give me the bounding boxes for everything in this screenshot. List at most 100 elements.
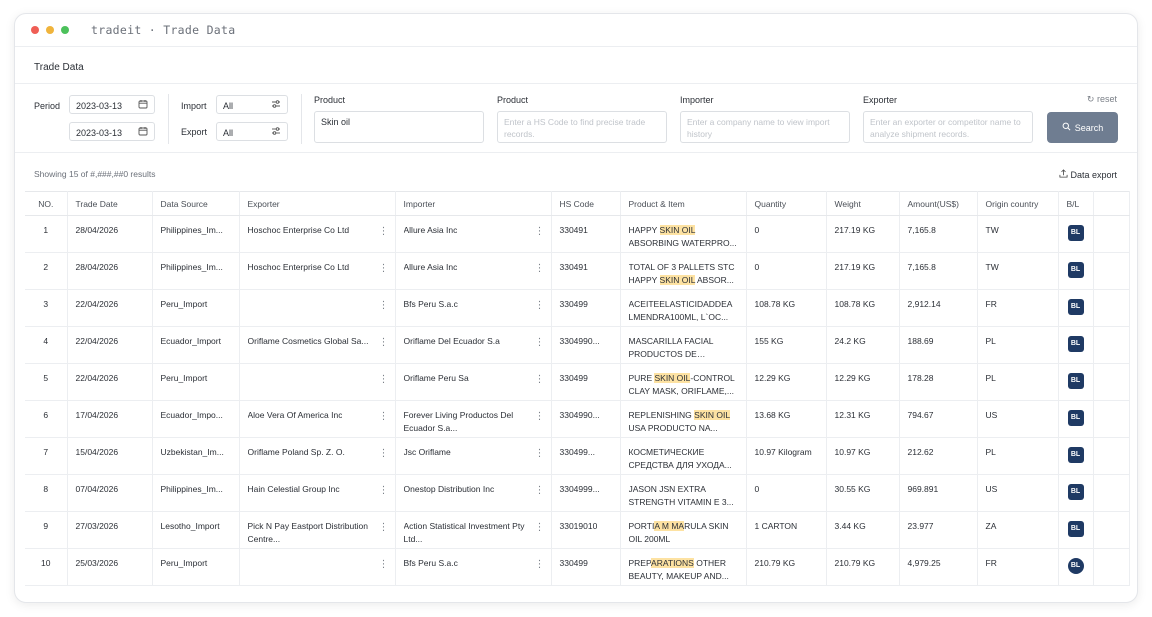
bl-badge[interactable]: BL <box>1067 262 1084 278</box>
reset-button[interactable]: ↻ reset <box>1087 94 1117 105</box>
column-header[interactable]: Weight <box>826 191 900 216</box>
column-header[interactable]: Origin country <box>977 191 1059 216</box>
hs-code-label: Product <box>497 95 529 105</box>
exporter-name[interactable]: Aloe Vera Of America Inc <box>247 410 343 420</box>
column-header[interactable]: Quantity <box>746 191 827 216</box>
bl-badge[interactable]: BL <box>1067 336 1084 352</box>
importer-name[interactable]: Jsc Oriflame <box>403 447 451 457</box>
exporter-cell: Hain Celestial Group Inc ⋮ <box>239 474 396 512</box>
bl-badge[interactable]: BL <box>1067 558 1084 574</box>
table-row[interactable]: 10 25/03/2026 Peru_Import ⋮ Bfs Peru S.a.c ⋮ 3… <box>25 548 1130 586</box>
column-header[interactable]: Exporter <box>239 191 396 216</box>
bl-badge[interactable]: BL <box>1067 225 1084 241</box>
maximize-window-dot[interactable] <box>61 26 69 34</box>
table-row[interactable]: 6 17/04/2026 Ecuador_Impo... Aloe Vera Of A… <box>25 400 1130 438</box>
kebab-icon[interactable]: ⋮ <box>534 263 545 274</box>
column-header[interactable]: NO. <box>25 191 68 216</box>
exporter-name[interactable]: Oriflame Poland Sp. Z. O. <box>247 447 345 457</box>
bl-badge[interactable]: BL <box>1067 521 1084 537</box>
column-header[interactable]: Importer <box>395 191 552 216</box>
empty-cell <box>1093 215 1130 253</box>
product-description: PREPARATIONS OTHER BEAUTY, MAKEUP AND... <box>629 557 738 582</box>
import-select[interactable]: All <box>216 95 288 114</box>
column-header[interactable]: Data Source <box>152 191 240 216</box>
minimize-window-dot[interactable] <box>46 26 54 34</box>
importer-name[interactable]: Allure Asia Inc <box>403 225 458 235</box>
kebab-icon[interactable]: ⋮ <box>378 559 389 570</box>
table-row[interactable]: 5 22/04/2026 Peru_Import ⋮ Oriflame Peru Sa ⋮… <box>25 363 1130 401</box>
data-export-button[interactable]: Data export <box>1059 169 1117 180</box>
kebab-icon[interactable]: ⋮ <box>534 559 545 570</box>
table-row[interactable]: 8 07/04/2026 Philippines_Im... Hain Celesti… <box>25 474 1130 512</box>
bl-badge[interactable]: BL <box>1067 299 1084 315</box>
kebab-icon[interactable]: ⋮ <box>534 448 545 459</box>
keyword-highlight: SKIN OIL <box>654 373 691 383</box>
kebab-icon[interactable]: ⋮ <box>534 337 545 348</box>
kebab-icon[interactable]: ⋮ <box>534 226 545 237</box>
exporter-name[interactable]: Hain Celestial Group Inc <box>247 484 340 494</box>
column-header[interactable]: B/L <box>1058 191 1094 216</box>
kebab-icon[interactable]: ⋮ <box>378 485 389 496</box>
table-row[interactable]: 1 28/04/2026 Philippines_Im... Hoschoc Ente… <box>25 215 1130 253</box>
column-header[interactable]: Trade Date <box>67 191 153 216</box>
importer-name[interactable]: Oriflame Peru Sa <box>403 373 469 383</box>
column-header[interactable]: Product & Item <box>620 191 747 216</box>
exporter-name[interactable]: Hoschoc Enterprise Co Ltd <box>247 262 350 272</box>
column-header[interactable]: HS Code <box>551 191 621 216</box>
importer-name[interactable]: Allure Asia Inc <box>403 262 458 272</box>
table-row[interactable]: 7 15/04/2026 Uzbekistan_Im... Oriflame Pola… <box>25 437 1130 475</box>
importer-name[interactable]: Bfs Peru S.a.c <box>403 299 458 309</box>
kebab-icon[interactable]: ⋮ <box>534 411 545 422</box>
trade-date-cell: 22/04/2026 <box>67 289 153 327</box>
importer-cell: Oriflame Del Ecuador S.a ⋮ <box>395 326 552 364</box>
kebab-icon[interactable]: ⋮ <box>534 374 545 385</box>
export-select[interactable]: All <box>216 122 288 141</box>
kebab-icon[interactable]: ⋮ <box>534 485 545 496</box>
date-to-input[interactable]: 2023-03-13 <box>69 122 155 141</box>
column-header[interactable]: Amount(US$) <box>899 191 978 216</box>
close-window-dot[interactable] <box>31 26 39 34</box>
kebab-icon[interactable]: ⋮ <box>378 337 389 348</box>
sliders-icon <box>271 99 281 111</box>
bl-badge[interactable]: BL <box>1067 373 1084 389</box>
kebab-icon[interactable]: ⋮ <box>378 448 389 459</box>
table-row[interactable]: 2 28/04/2026 Philippines_Im... Hoschoc Ente… <box>25 252 1130 290</box>
kebab-icon[interactable]: ⋮ <box>378 263 389 274</box>
kebab-icon[interactable]: ⋮ <box>534 300 545 311</box>
importer-name[interactable]: Action Statistical Investment Pty Ltd... <box>403 521 525 544</box>
product-input[interactable]: Skin oil <box>314 111 484 143</box>
table-row[interactable]: 3 22/04/2026 Peru_Import ⋮ Bfs Peru S.a.c ⋮ 33… <box>25 289 1130 327</box>
bl-badge[interactable]: BL <box>1067 447 1084 463</box>
amount-cell: 794.67 <box>899 400 978 438</box>
table-header-row: NO. Trade Date Data Source Exporter Impo… <box>25 191 1130 216</box>
importer-name[interactable]: Oriflame Del Ecuador S.a <box>403 336 500 346</box>
trade-date-cell: 28/04/2026 <box>67 252 153 290</box>
exporter-name[interactable]: Hoschoc Enterprise Co Ltd <box>247 225 350 235</box>
bl-badge[interactable]: BL <box>1067 410 1084 426</box>
importer-name[interactable]: Bfs Peru S.a.c <box>403 558 458 568</box>
exporter-name[interactable]: Oriflame Cosmetics Global Sa... <box>247 336 369 346</box>
bl-badge[interactable]: BL <box>1067 484 1084 500</box>
importer-name[interactable]: Onestop Distribution Inc <box>403 484 495 494</box>
exporter-name[interactable]: Pick N Pay Eastport Distribution Centre.… <box>247 521 368 544</box>
kebab-icon[interactable]: ⋮ <box>378 411 389 422</box>
kebab-icon[interactable]: ⋮ <box>378 374 389 385</box>
search-button[interactable]: Search <box>1047 112 1118 143</box>
data-source-cell: Lesotho_Import <box>152 511 240 549</box>
kebab-icon[interactable]: ⋮ <box>378 300 389 311</box>
exporter-input[interactable]: Enter an exporter or competitor name to … <box>863 111 1033 143</box>
importer-name[interactable]: Forever Living Productos Del Ecuador S.a… <box>403 410 514 433</box>
importer-cell: Jsc Oriflame ⋮ <box>395 437 552 475</box>
kebab-icon[interactable]: ⋮ <box>378 522 389 533</box>
date-from-input[interactable]: 2023-03-13 <box>69 95 155 114</box>
import-value: All <box>223 101 234 111</box>
kebab-icon[interactable]: ⋮ <box>378 226 389 237</box>
importer-input[interactable]: Enter a company name to view import hist… <box>680 111 850 143</box>
table-row[interactable]: 9 27/03/2026 Lesotho_Import Pick N Pay East… <box>25 511 1130 549</box>
hs-code-input[interactable]: Enter a HS Code to find precise trade re… <box>497 111 667 143</box>
kebab-icon[interactable]: ⋮ <box>534 522 545 533</box>
page-header: Trade Data <box>15 46 1137 84</box>
table-row[interactable]: 4 22/04/2026 Ecuador_Import Oriflame Cosmet… <box>25 326 1130 364</box>
product-text: КОСМЕТИЧЕСКИЕ СРЕДСТВА ДЛЯ УХОДА... <box>628 447 732 470</box>
exporter-cell: ⋮ <box>239 289 396 327</box>
